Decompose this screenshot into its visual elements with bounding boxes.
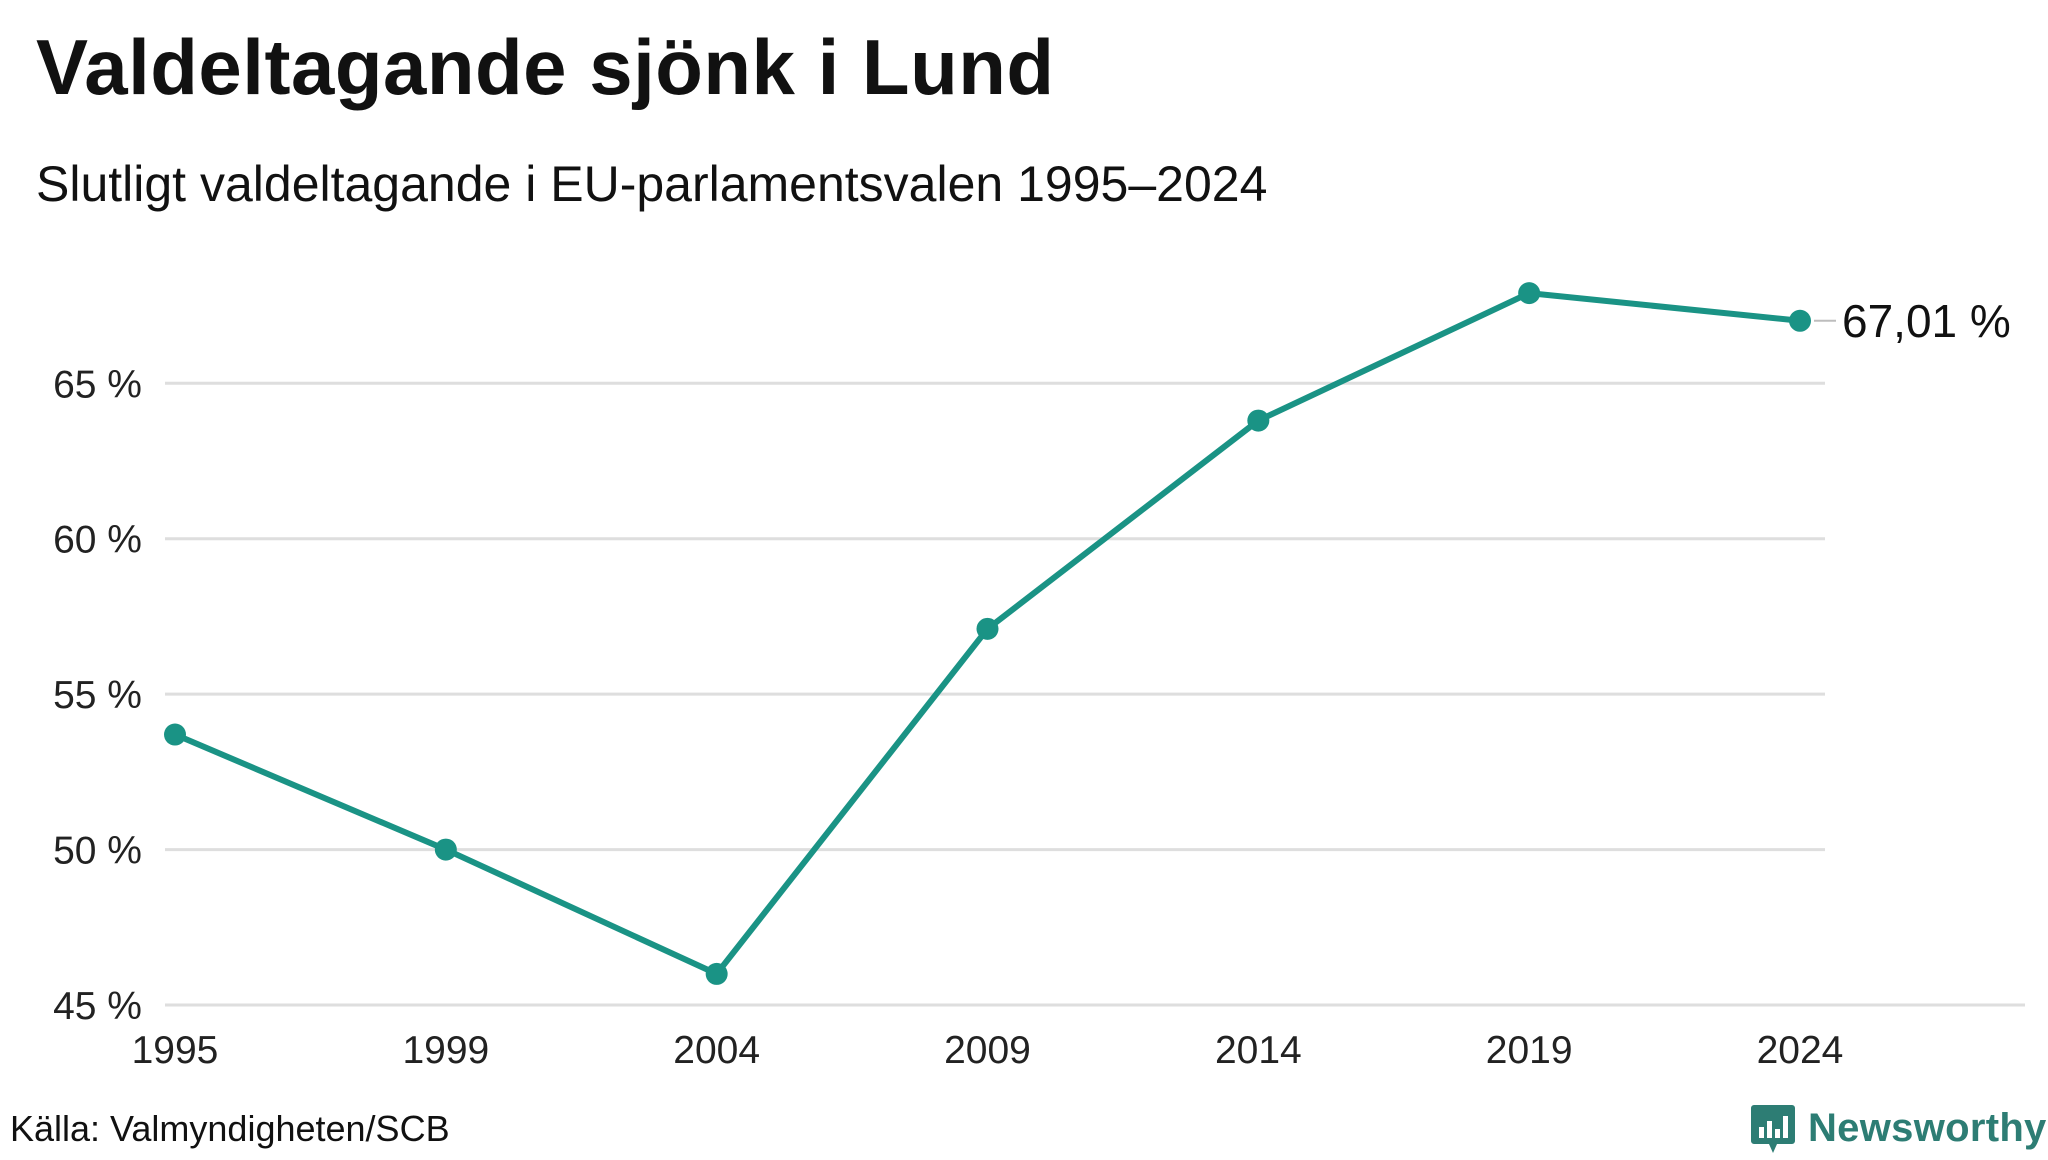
x-tick-label: 2019 [1486, 1029, 1573, 1072]
x-tick-label: 1995 [132, 1029, 219, 1072]
y-axis-ticks: 45 % 50 % 55 % 60 % 65 % [53, 363, 142, 1028]
chart-title: Valdeltagande sjönk i Lund [36, 23, 1055, 111]
x-axis-ticks: 1995 1999 2004 2009 2014 2019 2024 [132, 1029, 1844, 1072]
x-tick-label: 1999 [402, 1029, 489, 1072]
y-tick-label: 45 % [53, 985, 142, 1028]
data-point [164, 723, 186, 746]
data-point [434, 838, 457, 861]
x-tick-label: 2004 [673, 1029, 760, 1072]
series-points [164, 282, 1811, 985]
data-point [976, 617, 999, 640]
x-tick-label: 2014 [1215, 1029, 1302, 1072]
y-tick-label: 60 % [53, 519, 142, 562]
x-tick-label: 2024 [1757, 1029, 1844, 1072]
chart-subtitle: Slutligt valdeltagande i EU-parlamentsva… [36, 156, 1268, 212]
source-note: Källa: Valmyndigheten/SCB [10, 1108, 450, 1149]
y-tick-label: 65 % [53, 363, 142, 406]
y-tick-label: 50 % [53, 830, 142, 873]
end-label-group: 67,01 % [1814, 295, 2011, 347]
line-chart: 45 % 50 % 55 % 60 % 65 % 1995 1999 2004 2009 201… [53, 282, 2025, 1072]
newsworthy-logo: Newsworthy [1750, 1100, 2047, 1156]
data-point [1518, 282, 1541, 305]
y-tick-label: 55 % [53, 674, 142, 717]
brand-name: Newsworthy [1808, 1105, 2047, 1150]
data-point [1789, 309, 1811, 332]
newsworthy-logo-icon [1750, 1103, 1796, 1153]
end-value-label: 67,01 % [1842, 295, 2011, 347]
data-point [705, 962, 728, 985]
x-tick-label: 2009 [944, 1029, 1031, 1072]
data-point [1247, 409, 1270, 432]
grid-lines [165, 381, 2025, 1007]
